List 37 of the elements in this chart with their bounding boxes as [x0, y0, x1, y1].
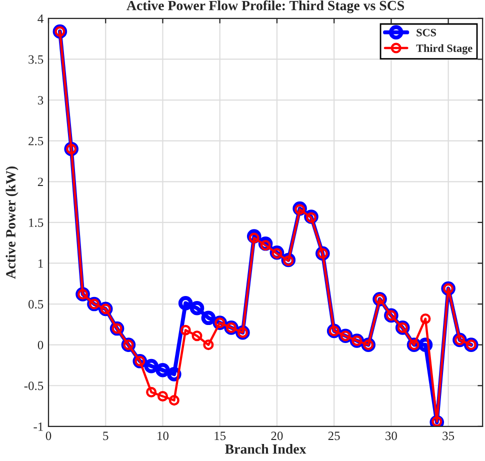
x-tick-label: 0: [46, 432, 52, 440]
point: [156, 362, 170, 378]
y-tick-label: -1: [34, 422, 43, 431]
point: [190, 300, 204, 316]
x-axis-title: Branch Index: [225, 444, 306, 454]
point: [192, 330, 202, 342]
y-tick-label: 1.5: [29, 218, 44, 227]
legend-label: Third Stage: [416, 44, 472, 54]
y-tick-label: 3.5: [28, 55, 44, 64]
point: [178, 296, 193, 310]
point: [168, 395, 180, 406]
point: [306, 212, 317, 223]
x-tick-label: 35: [442, 432, 454, 440]
x-tick-label: 5: [103, 432, 108, 440]
point: [180, 324, 191, 336]
point: [420, 313, 431, 324]
y-tick-label: -0.5: [24, 382, 44, 390]
point: [201, 310, 216, 326]
y-tick-label: 0: [38, 340, 44, 350]
x-tick-label: 20: [271, 432, 283, 440]
x-tick-label: 10: [158, 432, 169, 440]
y-tick-label: 2.5: [28, 136, 44, 146]
point: [146, 386, 157, 398]
point: [157, 390, 168, 402]
y-tick-label: 4: [38, 14, 44, 23]
point: [144, 358, 158, 374]
y-tick-label: 3: [38, 96, 44, 104]
point: [203, 340, 214, 350]
x-tick-label: 30: [386, 432, 397, 440]
y-tick-label: 1: [38, 259, 43, 268]
x-tick-label: 25: [328, 432, 340, 440]
y-axis-title: Active Power (kW): [6, 166, 18, 279]
chart-title: Active Power Flow Profile: Third Stage vs SCS: [126, 0, 404, 14]
y-tick-label: 2: [38, 178, 43, 186]
x-tick-label: 15: [214, 432, 226, 440]
legend-label: SCS: [416, 28, 436, 36]
y-tick-label: 0.5: [28, 300, 44, 309]
